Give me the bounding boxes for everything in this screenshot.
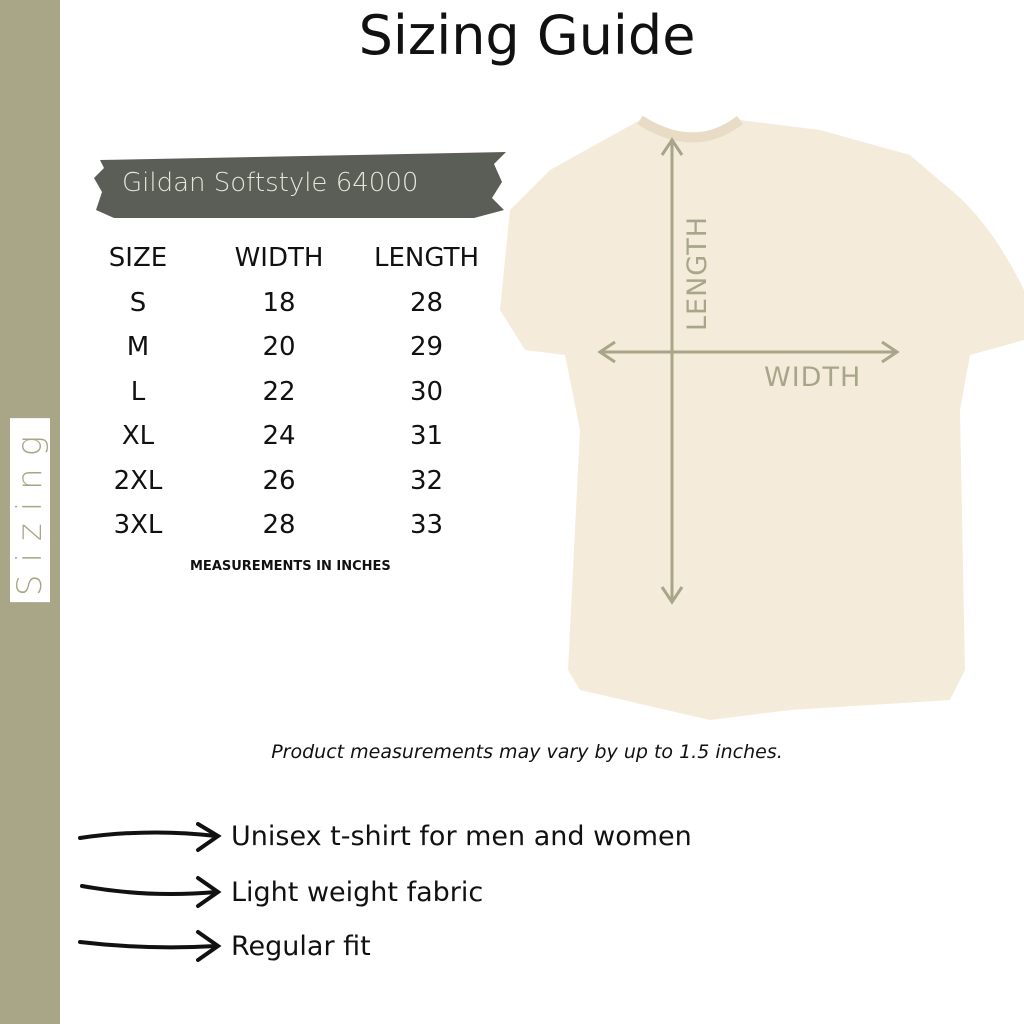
size-table: SIZE WIDTH LENGTH S 18 28 M 20 29 L 22 30 XL 24… [92,236,479,548]
width-cell: 18 [262,287,296,318]
width-cell: 28 [262,510,296,541]
length-cell: 30 [409,376,444,407]
feature-text: Regular fit [231,930,371,962]
units-note: MEASUREMENTS IN INCHES [190,559,391,574]
feature-text: Light weight fabric [231,876,484,908]
feature-text: Unisex t-shirt for men and women [231,820,692,852]
table-row: S 18 28 [92,281,479,326]
arrow-right-icon [80,876,222,908]
size-cell: XL [121,421,155,452]
width-cell: 26 [262,465,296,496]
disclaimer: Product measurements may vary by up to 1… [271,741,783,763]
table-header-row: SIZE WIDTH LENGTH [92,236,479,281]
arrow-right-icon [78,822,222,852]
brush-stroke-banner [94,152,506,218]
table-row: 3XL 28 33 [92,503,479,548]
feature-item: Regular fit [78,926,371,966]
width-cell: 20 [262,332,296,363]
length-cell: 32 [409,465,444,496]
size-cell: 2XL [113,465,163,496]
width-cell: 22 [262,376,296,407]
width-label: WIDTH [764,362,862,393]
header-length: LENGTH [374,243,480,274]
arrow-right-icon [78,930,222,962]
feature-item: Light weight fabric [78,872,483,912]
feature-item: Unisex t-shirt for men and women [78,816,692,856]
size-cell: S [129,287,147,318]
tshirt-image [500,115,1024,720]
sidebar-label: Sizing [10,417,50,603]
size-cell: L [130,376,146,407]
table-row: L 22 30 [92,370,479,415]
table-row: XL 24 31 [92,414,479,459]
page-title: Sizing Guide [358,4,696,67]
header-size: SIZE [108,243,168,274]
brand-label: Gildan Softstyle 64000 [122,168,419,198]
table-row: 2XL 26 32 [92,459,479,504]
header-width: WIDTH [234,243,324,274]
size-cell: M [126,332,150,363]
length-label: LENGTH [682,215,714,332]
length-cell: 29 [409,332,444,363]
length-cell: 28 [409,287,444,318]
length-cell: 31 [409,421,444,452]
width-cell: 24 [262,421,296,452]
table-row: M 20 29 [92,325,479,370]
size-cell: 3XL [113,510,163,541]
length-cell: 33 [409,510,444,541]
